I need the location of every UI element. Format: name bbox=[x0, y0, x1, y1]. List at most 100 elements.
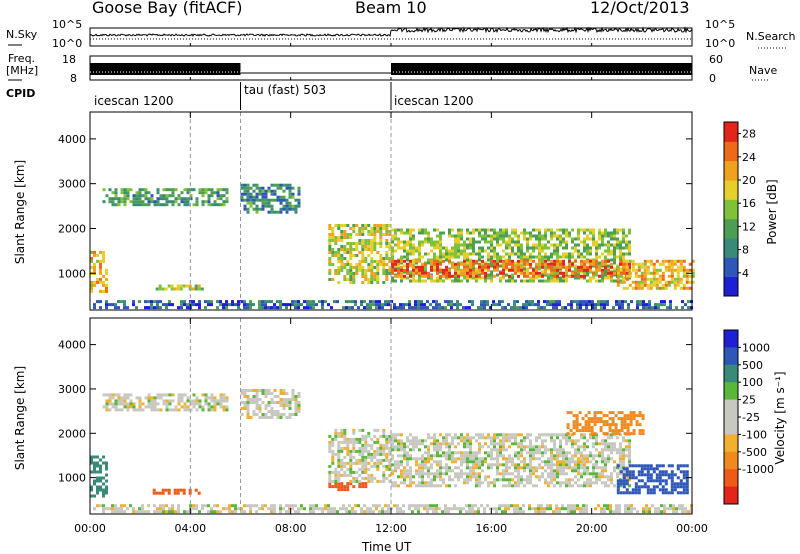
power-cell bbox=[436, 243, 439, 247]
vel-cell bbox=[605, 423, 609, 427]
vel-cell bbox=[417, 507, 420, 511]
vel-cell bbox=[442, 472, 445, 476]
vel-cell bbox=[270, 398, 274, 401]
power-cell bbox=[382, 269, 386, 272]
vel-cell bbox=[445, 454, 448, 458]
vel-cell bbox=[502, 478, 505, 482]
vel-cell bbox=[270, 413, 274, 416]
power-cell bbox=[519, 306, 522, 310]
power-cell bbox=[466, 265, 469, 269]
power-cell bbox=[412, 258, 415, 262]
vel-cell bbox=[294, 407, 298, 410]
power-cell bbox=[388, 269, 392, 272]
power-cell bbox=[161, 287, 165, 291]
power-cell bbox=[99, 250, 102, 254]
vel-cell bbox=[397, 445, 400, 449]
vel-cell bbox=[343, 485, 347, 489]
power-cell bbox=[417, 303, 420, 307]
vel-cell bbox=[180, 405, 184, 409]
power-cell bbox=[595, 273, 598, 277]
vel-cell bbox=[198, 402, 202, 406]
vel-cell bbox=[529, 469, 532, 473]
power-cell bbox=[538, 246, 541, 250]
vel-cell bbox=[364, 467, 368, 471]
power-cell bbox=[409, 231, 412, 235]
vel-cell bbox=[571, 466, 574, 470]
vel-cell bbox=[400, 448, 403, 452]
power-cell bbox=[114, 197, 118, 201]
power-cell bbox=[340, 263, 344, 266]
vel-cell bbox=[577, 478, 580, 482]
power-cell bbox=[204, 188, 208, 192]
vel-cell bbox=[529, 439, 532, 443]
vel-cell bbox=[189, 399, 193, 403]
power-cell bbox=[406, 228, 409, 232]
vel-cell bbox=[352, 440, 356, 444]
power-cell bbox=[598, 231, 601, 235]
power-cell bbox=[559, 262, 562, 266]
vel-cell bbox=[582, 504, 585, 508]
vel-cell bbox=[589, 433, 592, 437]
vel-cell bbox=[430, 442, 433, 446]
power-cell bbox=[469, 262, 472, 266]
vel-cell bbox=[219, 510, 222, 514]
vel-cell bbox=[418, 466, 421, 470]
vel-cell bbox=[625, 448, 628, 452]
vel-cell bbox=[599, 420, 603, 424]
vel-cell bbox=[619, 491, 623, 495]
vel-cell bbox=[460, 451, 463, 455]
power-cell bbox=[511, 240, 514, 244]
power-cell bbox=[240, 198, 244, 202]
vel-cell bbox=[466, 472, 469, 476]
power-cell bbox=[475, 261, 478, 265]
vel-cell bbox=[358, 482, 362, 486]
vel-cell bbox=[331, 443, 335, 447]
nave-tick-bottom: 0 bbox=[709, 72, 716, 85]
power-cell bbox=[616, 228, 619, 232]
power-cell bbox=[424, 240, 427, 244]
vel-cell bbox=[502, 448, 505, 452]
vel-cell bbox=[583, 442, 586, 446]
power-cell bbox=[604, 228, 607, 232]
power-cell bbox=[640, 265, 644, 269]
vel-cell bbox=[565, 439, 568, 443]
power-cell bbox=[213, 191, 217, 195]
power-cell bbox=[433, 246, 436, 250]
power-cell bbox=[544, 262, 547, 266]
vel-cell bbox=[421, 469, 424, 473]
power-cell bbox=[502, 228, 505, 232]
vel-cell bbox=[520, 460, 523, 464]
vel-cell bbox=[619, 457, 622, 461]
power-cell bbox=[588, 300, 591, 304]
vel-cell bbox=[352, 443, 356, 447]
power-cell bbox=[526, 246, 529, 250]
vel-cell bbox=[349, 455, 353, 459]
vel-cell bbox=[523, 466, 526, 470]
power-cell bbox=[340, 266, 344, 269]
vel-scatter-region bbox=[152, 488, 201, 495]
power-cell bbox=[400, 265, 403, 269]
vel-cell bbox=[664, 491, 668, 495]
power-cell bbox=[496, 243, 499, 247]
vel-cell bbox=[403, 457, 406, 461]
vel-cell bbox=[439, 484, 442, 488]
vel-cell bbox=[654, 510, 657, 514]
vel-cell bbox=[496, 478, 499, 482]
power-cell bbox=[433, 240, 436, 244]
power-colorbar-swatch bbox=[724, 141, 738, 162]
power-cell bbox=[240, 186, 244, 190]
power-cell bbox=[427, 258, 430, 262]
vel-cell bbox=[577, 463, 580, 467]
vel-cell bbox=[312, 504, 315, 508]
power-cell bbox=[412, 228, 415, 232]
vel-cell bbox=[403, 451, 406, 455]
vel-cell bbox=[367, 431, 371, 435]
vel-cell bbox=[138, 405, 142, 409]
vel-cell bbox=[526, 436, 529, 440]
power-cell bbox=[610, 265, 613, 269]
power-cell bbox=[532, 259, 535, 263]
vel-cell bbox=[550, 451, 553, 455]
vel-cell bbox=[388, 479, 392, 483]
vel-cell bbox=[379, 449, 383, 453]
vel-cell bbox=[556, 463, 559, 467]
